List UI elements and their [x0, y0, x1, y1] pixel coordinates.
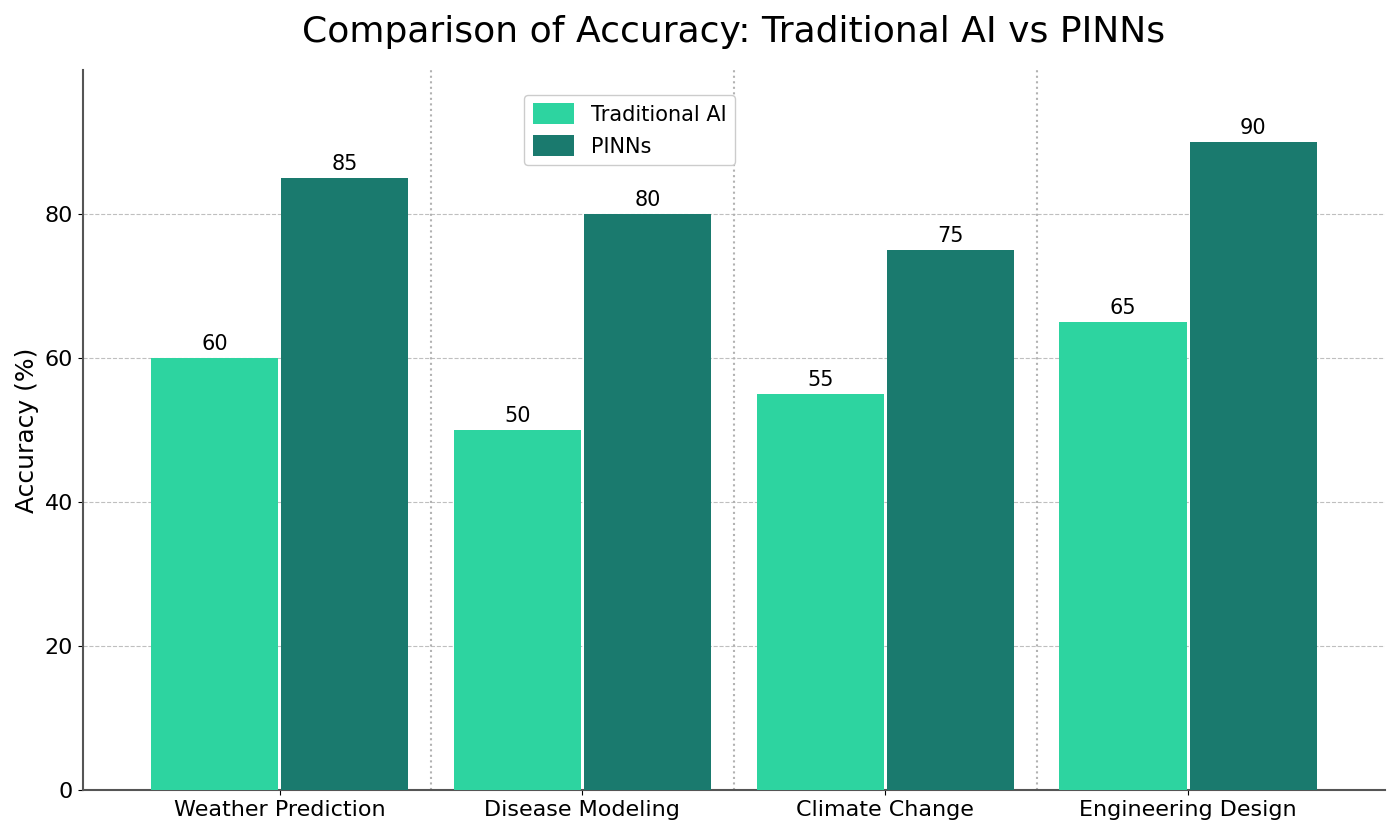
Bar [1190, 142, 1317, 790]
Bar [151, 358, 279, 790]
Bar [886, 250, 1014, 790]
Text: 85: 85 [332, 154, 358, 175]
Text: 80: 80 [634, 190, 661, 210]
Bar [756, 394, 883, 790]
Text: 75: 75 [937, 226, 963, 246]
Title: Comparison of Accuracy: Traditional AI vs PINNs: Comparison of Accuracy: Traditional AI v… [302, 15, 1165, 49]
Text: 55: 55 [806, 371, 833, 391]
Text: 60: 60 [202, 334, 228, 354]
Bar [1060, 322, 1187, 790]
Text: 90: 90 [1240, 119, 1267, 139]
Bar [584, 214, 711, 790]
Text: 65: 65 [1110, 298, 1137, 318]
Text: 50: 50 [504, 407, 531, 427]
Legend: Traditional AI, PINNs: Traditional AI, PINNs [525, 94, 735, 165]
Y-axis label: Accuracy (%): Accuracy (%) [15, 347, 39, 513]
Bar [281, 178, 409, 790]
Bar [454, 430, 581, 790]
